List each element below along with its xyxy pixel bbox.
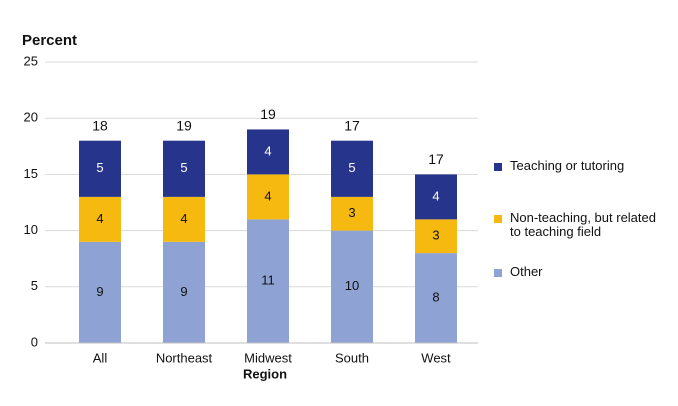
legend-swatch bbox=[494, 163, 502, 171]
value-label: 5 bbox=[348, 160, 355, 175]
bar-segment bbox=[247, 219, 289, 343]
value-label: 9 bbox=[180, 284, 187, 299]
bar-segment bbox=[331, 230, 373, 343]
bar-segment bbox=[415, 253, 457, 343]
total-label: 17 bbox=[344, 117, 360, 133]
legend-label: Non-teaching, but related to teaching fi… bbox=[510, 210, 656, 239]
bar-segment bbox=[415, 174, 457, 220]
value-label: 9 bbox=[96, 284, 103, 299]
value-label: 4 bbox=[180, 211, 187, 226]
x-tick-label: West bbox=[421, 350, 451, 365]
bar-segment bbox=[415, 219, 457, 254]
bar-segment bbox=[79, 140, 121, 197]
total-label: 17 bbox=[428, 151, 444, 167]
y-tick-label: 15 bbox=[24, 166, 38, 181]
bar-segment bbox=[247, 174, 289, 220]
legend-label: Other bbox=[510, 264, 543, 279]
total-label: 19 bbox=[176, 117, 192, 133]
value-label: 8 bbox=[432, 289, 439, 304]
bar-segment bbox=[163, 241, 205, 343]
legend-swatch bbox=[494, 269, 502, 277]
y-tick-label: 25 bbox=[24, 53, 38, 68]
legend-swatch bbox=[494, 215, 502, 223]
bar-segment bbox=[247, 129, 289, 175]
legend-item: Teaching or tutoring bbox=[494, 159, 664, 173]
value-label: 4 bbox=[96, 211, 103, 226]
total-label: 18 bbox=[92, 117, 108, 133]
value-label: 4 bbox=[432, 188, 439, 203]
legend-item: Non-teaching, but related to teaching fi… bbox=[494, 211, 664, 239]
bar-segment bbox=[163, 196, 205, 242]
value-label: 10 bbox=[345, 278, 359, 293]
bar-segment bbox=[331, 196, 373, 231]
x-tick-label: South bbox=[335, 350, 369, 365]
y-tick-label: 5 bbox=[31, 278, 38, 293]
legend-label: Teaching or tutoring bbox=[510, 158, 625, 173]
bar-segment bbox=[163, 140, 205, 197]
y-tick-label: 10 bbox=[24, 222, 38, 237]
x-tick-label: Midwest bbox=[244, 350, 292, 365]
x-axis-title: Region bbox=[243, 366, 287, 381]
x-tick-label: All bbox=[93, 350, 108, 365]
value-label: 4 bbox=[264, 143, 271, 158]
value-label: 5 bbox=[96, 160, 103, 175]
bar-segment bbox=[79, 241, 121, 343]
total-label: 19 bbox=[260, 106, 276, 122]
value-label: 5 bbox=[180, 160, 187, 175]
value-label: 3 bbox=[432, 228, 439, 243]
x-tick-label: Northeast bbox=[156, 350, 213, 365]
legend-item: Other bbox=[494, 265, 664, 279]
y-axis-title: Percent bbox=[22, 32, 77, 49]
y-tick-label: 20 bbox=[24, 110, 38, 125]
bar-segment bbox=[331, 140, 373, 197]
y-tick-label: 0 bbox=[31, 334, 38, 349]
bar-segment bbox=[79, 196, 121, 242]
value-label: 4 bbox=[264, 188, 271, 203]
value-label: 11 bbox=[261, 273, 275, 288]
value-label: 3 bbox=[348, 205, 355, 220]
